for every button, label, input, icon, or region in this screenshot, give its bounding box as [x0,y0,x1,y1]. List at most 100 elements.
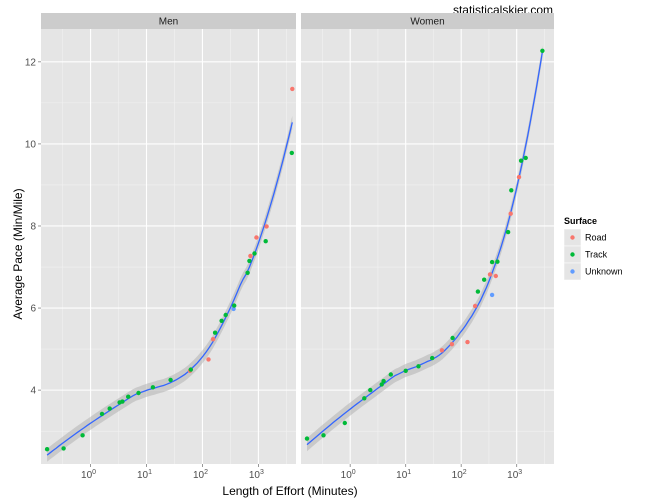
data-point-track [136,390,141,396]
y-tick-label: 8 [30,221,36,232]
legend-swatch-unknown [570,269,575,274]
x-tick-exponent: 3 [518,469,522,476]
y-axis-title: Average Pace (Min/Mile) [11,188,25,319]
data-point-track [61,446,66,451]
data-point-unknown [489,292,495,298]
data-point-track [245,270,250,275]
data-point-track [489,259,495,265]
data-point-track [379,382,384,387]
x-tick-exponent: 2 [204,469,208,476]
data-point-track [188,367,193,372]
data-point-track [368,387,373,393]
data-point-road [290,86,295,92]
x-tick-label: 102 [193,469,208,481]
data-point-track [304,436,310,441]
x-tick-label: 102 [452,469,467,481]
y-tick-label: 4 [30,386,36,397]
data-point-track [495,259,500,264]
x-tick-exponent: 1 [407,469,411,476]
data-point-track [107,406,112,411]
data-point-track [212,330,218,335]
data-point-track [388,372,393,377]
data-point-track [126,394,131,399]
data-point-unknown [231,306,236,312]
data-point-track [430,355,435,361]
data-point-track [223,312,228,318]
data-point-road [439,348,445,353]
data-point-track [252,251,257,256]
data-point-road [487,272,493,277]
y-tick-label: 6 [30,304,36,315]
data-point-track [509,188,514,193]
data-point-track [219,318,224,323]
legend-label-unknown: Unknown [585,267,623,277]
facet-strip [301,13,554,29]
x-tick-exponent: 3 [260,469,264,476]
data-point-road [465,339,470,345]
x-tick-label: 103 [507,469,522,481]
data-point-track [362,396,367,401]
data-point-track [232,303,237,308]
data-point-track [99,411,105,417]
data-point-road [210,337,216,342]
data-point-road [472,303,478,309]
data-point-track [475,289,481,294]
x-tick-label: 100 [81,469,96,481]
data-point-track [450,335,455,341]
x-axis-title: Length of Effort (Minutes) [222,484,357,498]
data-point-track [403,368,408,373]
x-tick-label: 101 [396,469,411,481]
y-tick-label: 12 [25,57,37,68]
y-tick-label: 10 [25,139,37,150]
legend-label-track: Track [585,250,608,260]
data-point-road [449,342,455,347]
data-point-track [381,378,386,384]
data-point-track [540,48,545,53]
legend-label-road: Road [585,233,607,243]
data-point-track [80,433,85,438]
x-tick-exponent: 0 [352,469,356,476]
facet-strip-label: Men [159,17,178,28]
data-point-road [248,253,253,259]
x-tick-label: 103 [249,469,264,481]
data-point-road [206,357,211,362]
facet-strip [41,13,296,29]
data-point-track [523,155,528,161]
panel-background [301,29,554,464]
data-point-track [416,364,421,369]
facet-strip-label: Women [410,17,444,28]
data-point-track [342,420,347,426]
smooth-trend-line [46,122,293,456]
data-point-track [482,277,487,282]
x-tick-label: 101 [137,469,152,481]
x-tick-exponent: 1 [148,469,152,476]
smooth-trend-line [306,51,544,446]
data-point-track [321,433,326,438]
legend-title: Surface [564,216,597,226]
data-point-road [516,174,522,180]
data-point-track [289,150,294,156]
legend-swatch-track [570,252,575,257]
data-point-track [505,229,511,235]
legend: Surface Road Track Unknown [563,216,623,281]
x-tick-exponent: 0 [92,469,96,476]
data-point-track [263,239,268,244]
data-point-road [254,235,259,240]
data-point-road [493,273,498,279]
data-point-track [518,158,524,163]
panel-background [41,29,296,464]
data-point-track [247,258,252,264]
data-point-track [168,377,173,383]
data-point-track [150,385,156,390]
data-point-track [120,399,125,404]
data-point-road [508,211,513,216]
data-point-road [264,224,269,229]
x-tick-label: 100 [341,469,356,481]
legend-swatch-road [570,235,575,240]
data-point-track [44,447,50,452]
x-tick-exponent: 2 [463,469,467,476]
